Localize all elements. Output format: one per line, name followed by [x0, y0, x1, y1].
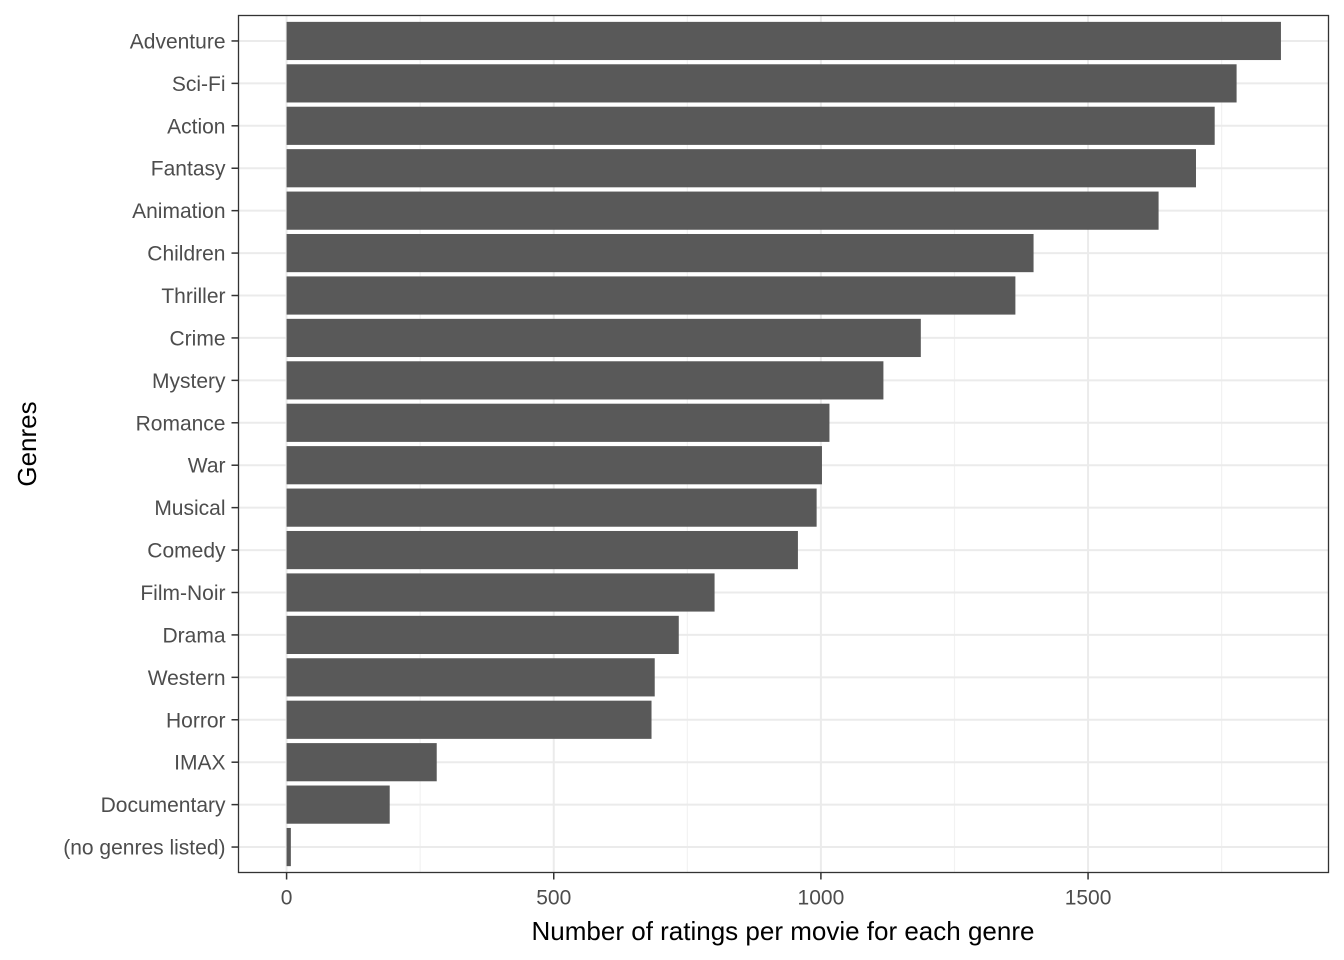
y-tick-label: Action — [167, 115, 225, 138]
y-tick-label: Drama — [162, 624, 225, 647]
bar — [286, 191, 1159, 230]
bar — [286, 488, 817, 527]
bar — [286, 403, 830, 442]
bar — [286, 827, 291, 867]
y-tick-label: Mystery — [152, 370, 226, 393]
bar — [286, 276, 1016, 315]
y-tick-label: Romance — [136, 412, 226, 435]
bar — [286, 149, 1196, 188]
bars — [286, 21, 1281, 867]
y-tick-label: Documentary — [101, 794, 226, 817]
y-tick-label: Children — [147, 243, 225, 266]
y-tick-label: Musical — [154, 497, 225, 520]
bar — [286, 615, 679, 655]
bar — [286, 530, 798, 570]
bar — [286, 106, 1215, 145]
y-tick-label: Crime — [170, 327, 226, 350]
bar — [286, 743, 437, 782]
y-tick-label: Thriller — [161, 285, 225, 308]
x-axis-title: Number of ratings per movie for each gen… — [532, 916, 1035, 946]
y-tick-label: Adventure — [130, 30, 226, 53]
bar — [286, 573, 715, 612]
y-tick-label: Film-Noir — [140, 582, 225, 605]
y-tick-label: Horror — [166, 709, 226, 732]
y-tick-label: Comedy — [147, 540, 226, 563]
bar — [286, 700, 652, 739]
x-axis: 0 500 1000 1500 — [281, 872, 1112, 910]
y-tick-label: Western — [148, 667, 226, 690]
bar — [286, 318, 921, 358]
y-tick-label: Fantasy — [151, 158, 226, 181]
bar — [286, 361, 884, 400]
y-tick-label: Sci-Fi — [172, 73, 226, 96]
y-tick-label: War — [188, 455, 226, 478]
y-axis: Adventure Sci-Fi Action Fantasy Animation Chi… — [63, 30, 239, 860]
bar — [286, 446, 822, 485]
y-tick-label: IMAX — [174, 752, 225, 775]
bar — [286, 233, 1034, 273]
x-tick-label: 1000 — [798, 887, 845, 910]
bar — [286, 785, 390, 824]
y-tick-label: Animation — [132, 200, 225, 223]
x-tick-label: 500 — [536, 887, 571, 910]
x-tick-label: 1500 — [1065, 887, 1112, 910]
bar — [286, 658, 655, 697]
bar — [286, 21, 1281, 61]
bar — [286, 64, 1237, 103]
y-axis-title: Genres — [12, 401, 42, 486]
plot-border — [237, 14, 1330, 874]
x-tick-label: 0 — [281, 887, 293, 910]
y-tick-label: (no genres listed) — [63, 837, 225, 860]
